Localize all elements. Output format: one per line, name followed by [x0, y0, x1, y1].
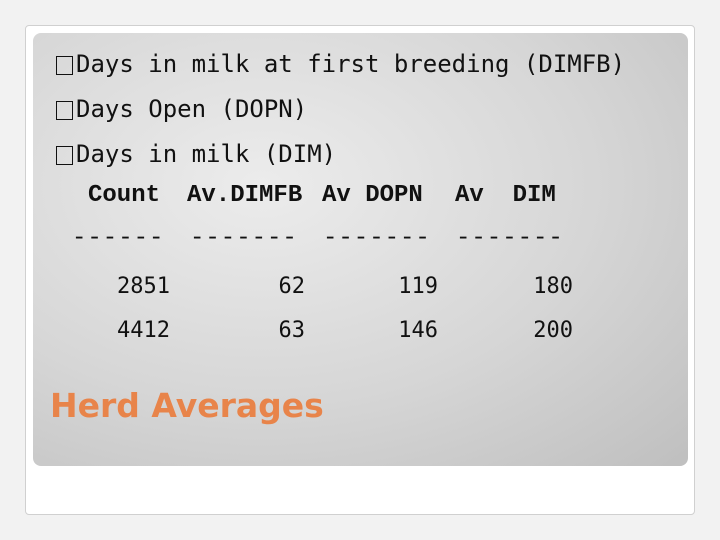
bullet-item: Days in milk (DIM)	[56, 140, 336, 168]
table-cell: 62	[278, 274, 306, 299]
separator: -------	[323, 225, 431, 252]
table-cell: 4412	[117, 318, 170, 343]
table-cell: 146	[398, 318, 438, 343]
separator: -------	[456, 225, 564, 252]
table-cell: 63	[278, 318, 306, 343]
table-cell: 119	[398, 274, 438, 299]
table-cell: 180	[533, 274, 573, 299]
table-cell: 2851	[117, 274, 170, 299]
column-header: Av.DIMFB	[187, 182, 303, 209]
bullet-marker	[56, 146, 73, 165]
bullet-marker	[56, 56, 73, 75]
bullet-text: Days in milk (DIM)	[76, 140, 337, 168]
separator: -------	[190, 225, 298, 252]
column-header: Av DIM	[455, 182, 556, 209]
bullet-item: Days in milk at first breeding (DIMFB)	[56, 50, 625, 78]
bullet-item: Days Open (DOPN)	[56, 95, 307, 123]
bullet-text: Days Open (DOPN)	[76, 95, 308, 123]
table-cell: 200	[533, 318, 573, 343]
column-header: Count	[88, 182, 161, 209]
bullet-marker	[56, 101, 73, 120]
slide-title: Herd Averages	[50, 386, 324, 425]
bullet-text: Days in milk at first breeding (DIMFB)	[76, 50, 626, 78]
separator: ------	[72, 225, 165, 252]
column-header: Av DOPN	[322, 182, 423, 209]
content-panel	[33, 33, 688, 466]
